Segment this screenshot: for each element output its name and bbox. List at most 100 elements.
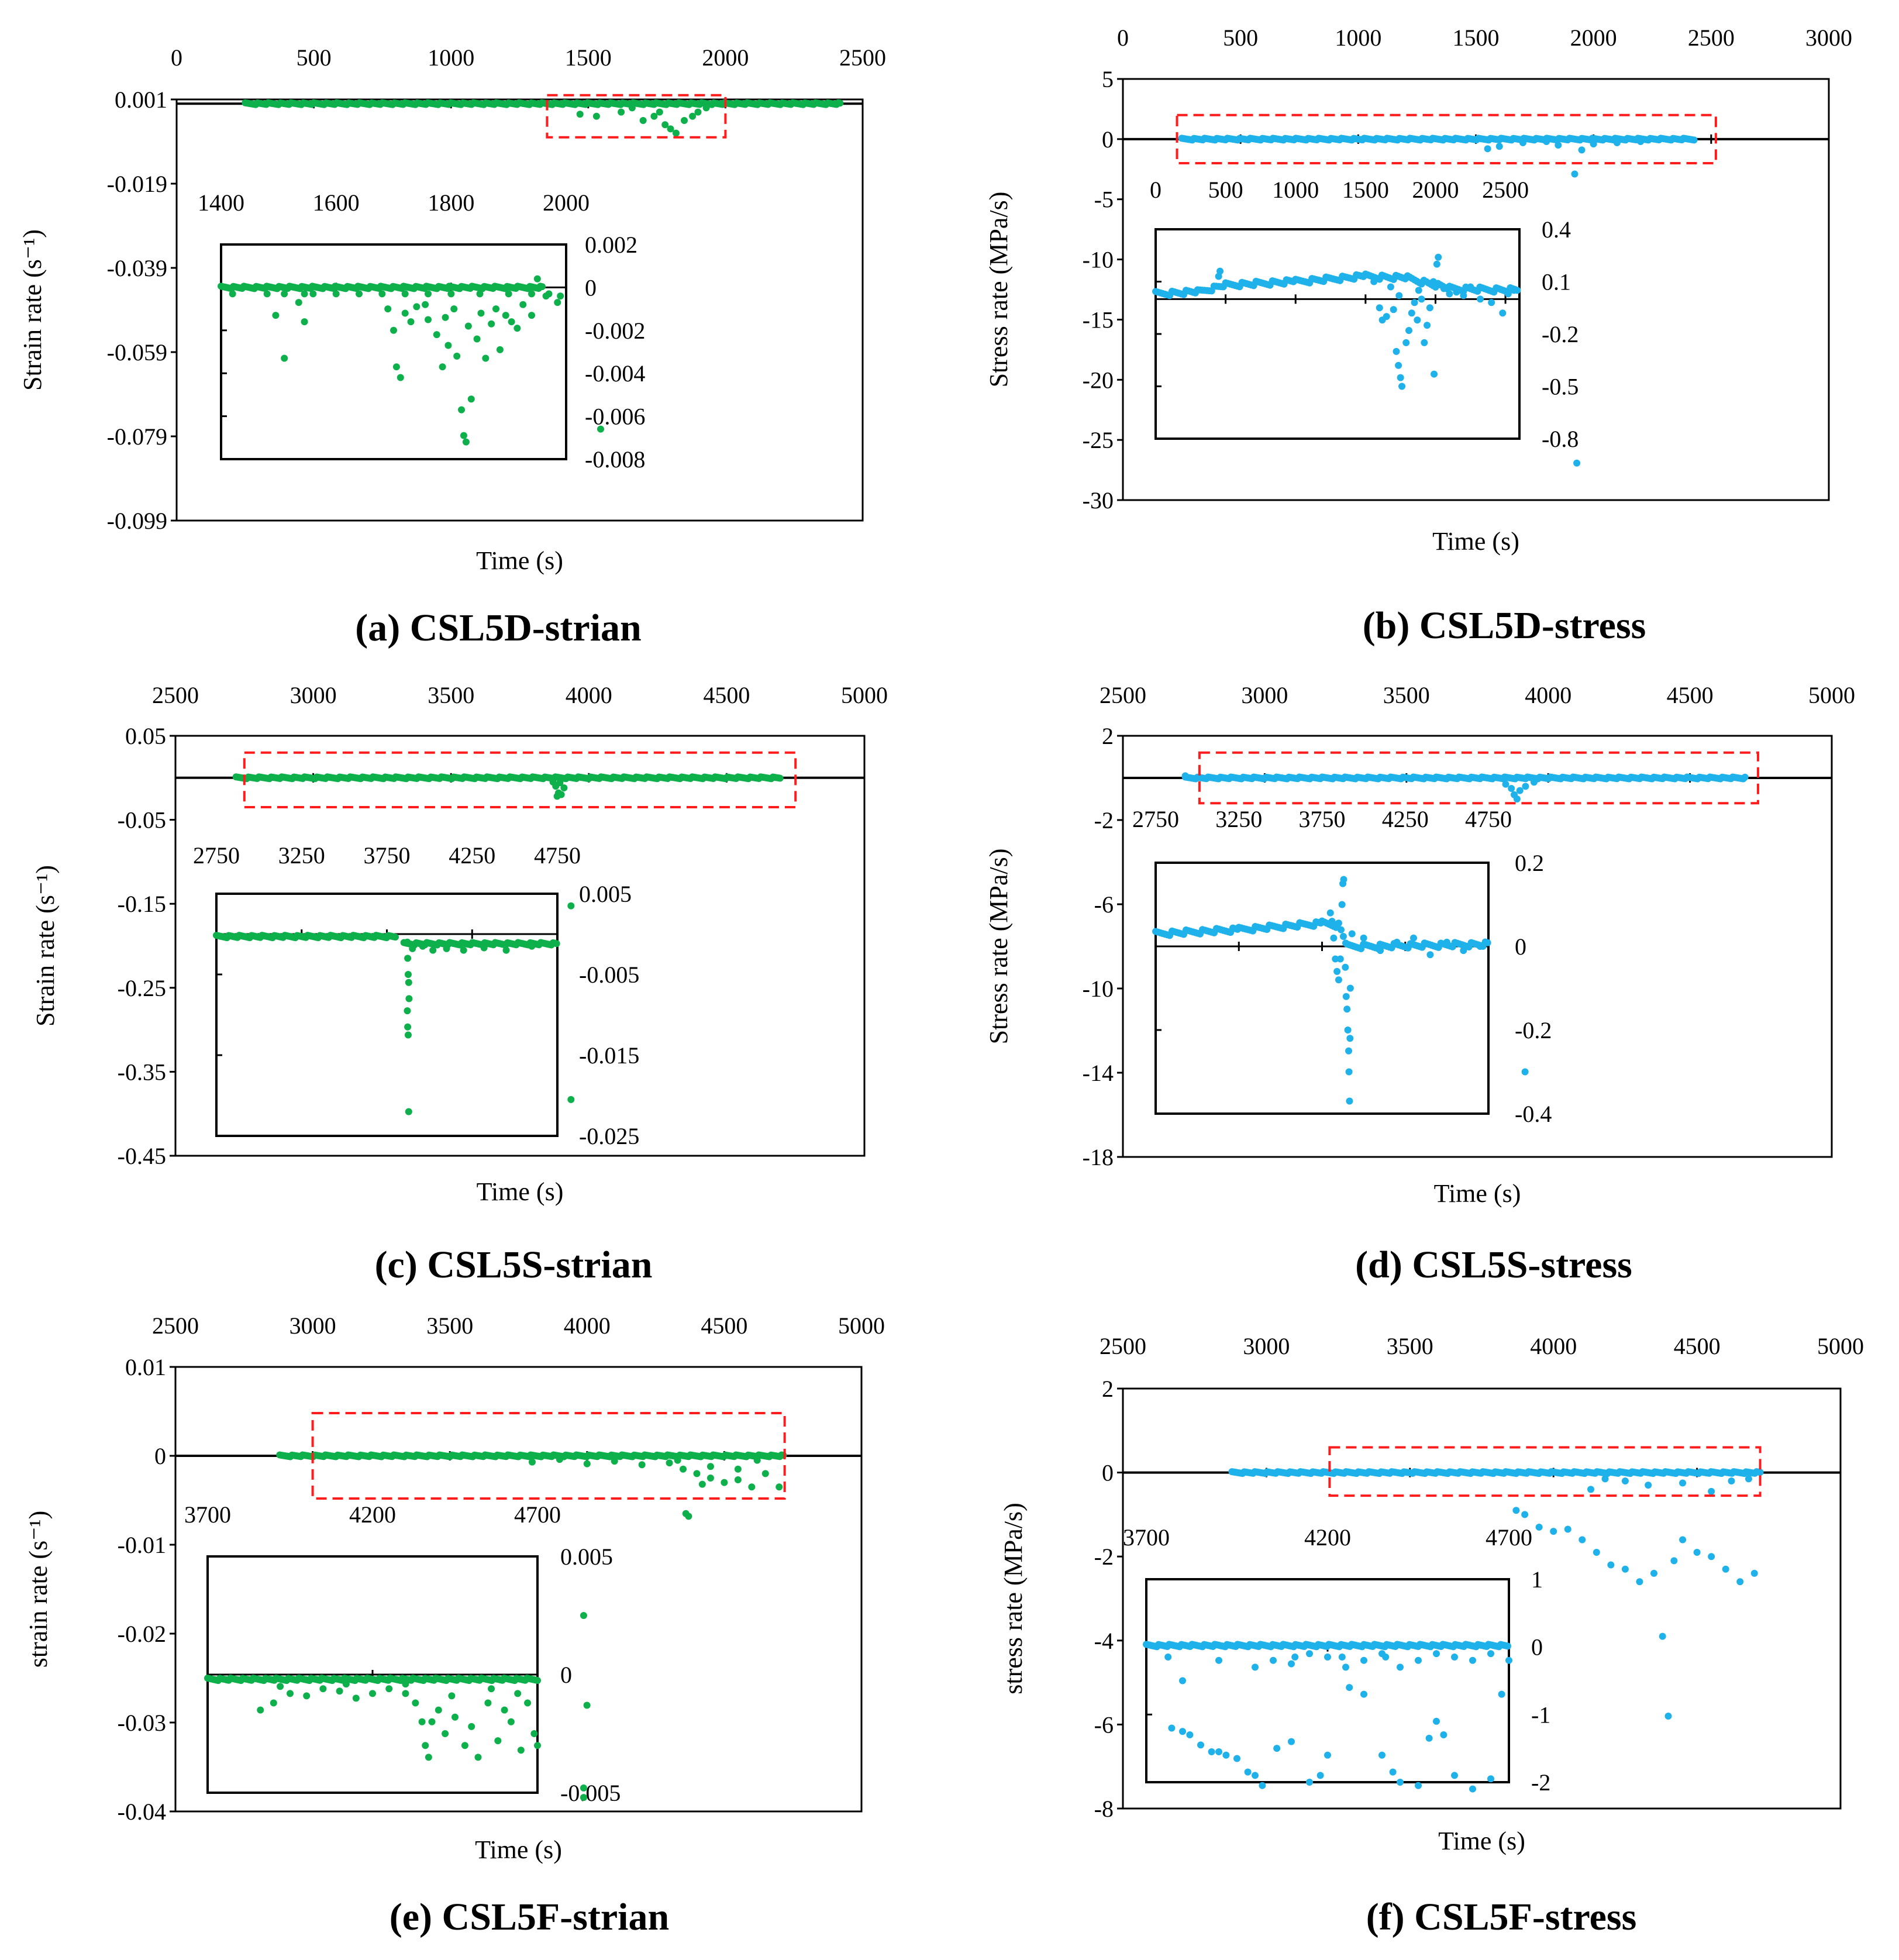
data-point — [618, 108, 625, 116]
inset-f: 3700 4200 4700 1 0 -1 -2 — [1123, 1524, 1550, 1796]
inset-data-point — [1440, 1731, 1447, 1739]
inset-data-point — [1431, 370, 1438, 378]
inset-data-point — [1414, 316, 1421, 324]
inset-data-point — [554, 299, 561, 306]
inset-data-point — [270, 1699, 277, 1707]
inset-data-point — [407, 318, 415, 326]
x-tick-label: 2500 — [1688, 25, 1735, 51]
inset-y-tick-label: 0 — [1515, 934, 1526, 960]
inset-data-point — [409, 945, 416, 952]
inset-x-tick-label: 4700 — [514, 1501, 561, 1528]
inset-data-point — [447, 290, 455, 298]
inset-data-point — [1208, 1748, 1215, 1755]
inset-x-tick-label: 4250 — [449, 842, 495, 869]
inset-y-tick-label: -0.2 — [1542, 321, 1579, 347]
inset-data-point — [1421, 339, 1428, 346]
x-tick-label: 5000 — [838, 1313, 885, 1339]
y-tick-label: -0.019 — [107, 171, 167, 197]
inset-x-tick-label: 2000 — [1412, 177, 1459, 203]
data-point — [1484, 145, 1491, 153]
inset-data-point — [332, 290, 340, 298]
inset-data-point — [1342, 993, 1350, 1000]
inset-data-point — [1306, 1779, 1313, 1786]
inset-x-tick-label: 1000 — [1272, 177, 1319, 203]
y-tick-label: -4 — [1094, 1628, 1114, 1654]
highlight-box — [1198, 751, 1759, 805]
inset-a: 1400 1600 1800 2000 0.002 0 -0.002 -0.004 -0.006… — [198, 190, 645, 473]
data-point — [734, 1476, 742, 1484]
x-tick-label: 3500 — [1383, 682, 1430, 708]
data-point — [667, 125, 674, 133]
inset-data-point — [1378, 1751, 1386, 1759]
inset-data-point — [425, 1754, 432, 1761]
data-point — [560, 784, 568, 792]
inset-outlier-point — [583, 1701, 591, 1709]
inset-data-point — [458, 406, 466, 414]
inset-x-tick-label: 2750 — [193, 842, 240, 869]
inset-data-point — [392, 363, 400, 371]
inset-data-point — [397, 374, 404, 381]
data-point — [1722, 1565, 1729, 1573]
inset-y-tick-label: -0.005 — [560, 1780, 621, 1806]
inset-data-point — [534, 1742, 541, 1749]
data-point — [528, 1458, 536, 1466]
inset-data-point — [476, 290, 484, 298]
inset-data-point — [1335, 976, 1342, 984]
inset-data-point — [1426, 304, 1433, 312]
inset-data-point — [507, 1718, 515, 1725]
inset-data-point — [1291, 1654, 1299, 1661]
inset-data-point — [295, 299, 302, 306]
inset-data-point — [1405, 327, 1413, 335]
x-tick-label: 4500 — [1667, 682, 1714, 708]
data-point — [583, 1460, 591, 1468]
inset-data-point — [428, 1718, 436, 1725]
x-tick-label: 3500 — [1387, 1333, 1433, 1359]
inset-outlier-point — [1573, 459, 1581, 467]
inset-data-point — [477, 309, 485, 317]
inset-outlier-point — [580, 1612, 587, 1619]
inset-data-point — [448, 1692, 456, 1700]
y-tick-label: -15 — [1083, 306, 1114, 333]
data-point — [1593, 1549, 1600, 1556]
y-tick-label: -10 — [1083, 976, 1114, 1002]
inset-data-point — [263, 290, 271, 298]
inset-series-band — [1335, 919, 1342, 927]
x-axis-label: Time (s) — [1432, 527, 1519, 556]
y-axis-label: Stress rate (MPa/s) — [984, 849, 1013, 1045]
series-band — [1741, 773, 1749, 781]
inset-data-point — [378, 290, 386, 298]
inset-frame — [220, 243, 567, 460]
inset-data-point — [488, 1685, 495, 1693]
inset-data-point — [301, 290, 308, 298]
data-point — [1613, 139, 1621, 147]
inset-data-point — [418, 1718, 426, 1725]
x-tick-label: 2500 — [1100, 682, 1146, 708]
data-point — [1679, 1479, 1687, 1487]
inset-data-point — [528, 290, 535, 298]
inset-data-point — [460, 432, 467, 439]
x-tick-label: 4000 — [1530, 1333, 1577, 1359]
data-point — [1670, 1557, 1678, 1565]
inset-data-point — [474, 1754, 482, 1761]
inset-data-point — [1443, 938, 1450, 946]
inset-outlier-point — [1521, 1068, 1529, 1076]
data-point — [1579, 1536, 1586, 1544]
inset-data-point — [419, 942, 426, 950]
y-tick-label: -18 — [1083, 1144, 1114, 1170]
data-point — [1578, 146, 1586, 154]
inset-data-point — [369, 1690, 376, 1697]
y-axis-label: Strain rate (s⁻¹) — [18, 229, 47, 391]
inset-x-tick-label: 3250 — [278, 842, 325, 869]
inset-y-tick-label: 1 — [1531, 1566, 1543, 1593]
y-tick-label: -8 — [1094, 1796, 1114, 1822]
inset-y-tick-label: -2 — [1531, 1769, 1550, 1796]
inset-data-point — [301, 318, 308, 326]
inset-outlier-point — [567, 902, 575, 910]
inset-data-point — [1346, 984, 1354, 992]
y-tick-label: 0 — [1102, 1460, 1114, 1486]
inset-data-point — [1446, 290, 1453, 298]
x-tick-label: 4000 — [564, 1313, 611, 1339]
data-point — [1693, 1549, 1701, 1556]
y-tick-label: 0.001 — [115, 87, 167, 113]
inset-data-point — [1429, 278, 1437, 285]
